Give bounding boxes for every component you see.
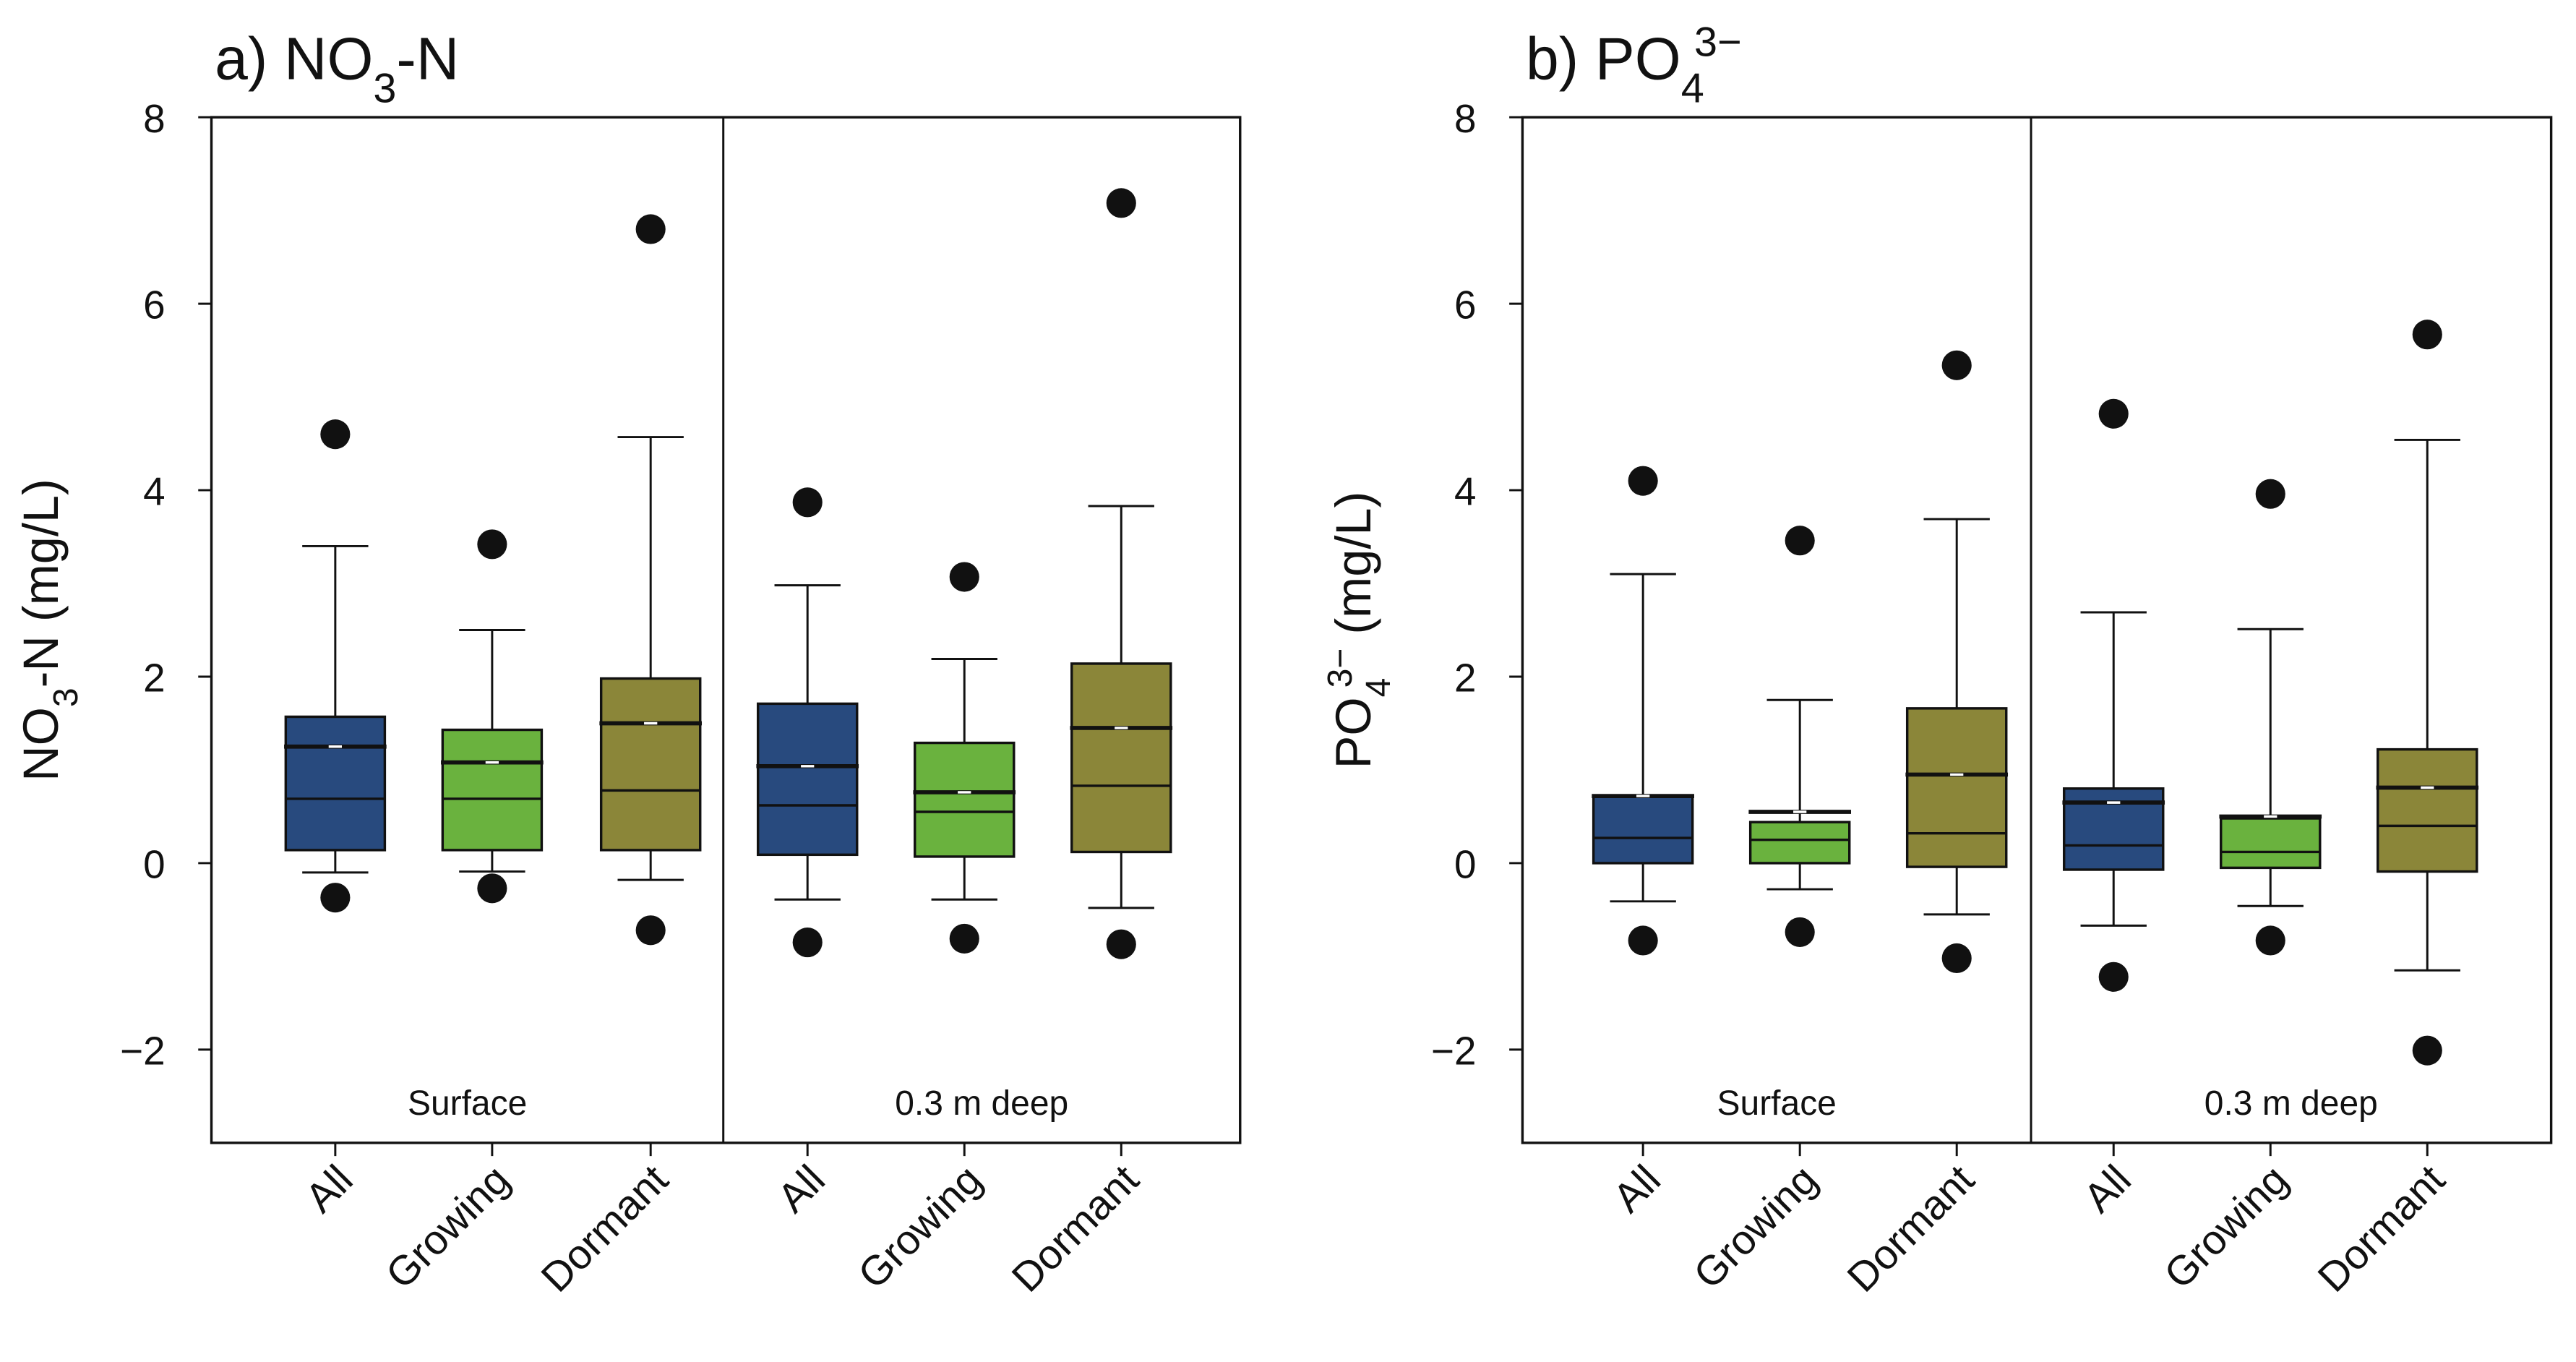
box-dormant-deep bbox=[2376, 320, 2479, 1066]
outlier-point bbox=[477, 873, 507, 904]
chart-title-main: a) NO bbox=[215, 27, 373, 93]
y-axis-label: PO43− (mg/L) bbox=[1321, 492, 1398, 769]
box-body bbox=[599, 677, 702, 852]
x-tick-label: Growing bbox=[377, 1157, 519, 1298]
y-tick-label: 8 bbox=[1454, 96, 1476, 141]
y-axis-label-subscript: 4 bbox=[1360, 678, 1398, 698]
box-body bbox=[2377, 748, 2478, 873]
box-growing-surface bbox=[441, 529, 544, 904]
box-growing-deep bbox=[913, 562, 1016, 954]
x-tick-label: Dormant bbox=[1839, 1157, 1983, 1301]
box-all-surface bbox=[284, 419, 387, 913]
chart-title: b) PO43− bbox=[1526, 20, 1742, 112]
box-dormant-deep bbox=[1070, 188, 1173, 959]
box-body bbox=[1592, 794, 1694, 865]
box-growing-deep bbox=[2219, 479, 2322, 956]
y-tick-label: 8 bbox=[143, 96, 165, 141]
x-tick-label: All bbox=[296, 1157, 361, 1222]
outlier-point bbox=[635, 915, 666, 946]
box-all-deep bbox=[2062, 398, 2165, 992]
y-tick-label: 0 bbox=[143, 842, 165, 887]
outlier-point bbox=[1941, 350, 1972, 380]
outlier-point bbox=[2255, 925, 2285, 956]
outlier-point bbox=[1106, 188, 1136, 218]
outlier-point bbox=[2255, 479, 2285, 509]
chart-title: a) NO3-N bbox=[215, 27, 459, 112]
y-tick-label: 2 bbox=[1454, 656, 1476, 701]
x-tick-label: All bbox=[1605, 1157, 1670, 1222]
y-tick-label: 0 bbox=[1454, 842, 1476, 887]
x-tick-label: Dormant bbox=[2309, 1157, 2454, 1301]
y-tick-label: 2 bbox=[143, 656, 165, 701]
outlier-point bbox=[2412, 320, 2442, 350]
y-axis-label-subscript: 3 bbox=[47, 688, 85, 707]
outlier-point bbox=[320, 883, 351, 913]
box-body bbox=[2220, 817, 2322, 870]
outlier-point bbox=[949, 923, 979, 954]
y-tick-label: 4 bbox=[1454, 469, 1476, 514]
x-tick-label: Growing bbox=[849, 1157, 991, 1298]
outlier-point bbox=[792, 487, 823, 518]
y-axis-label: NO3-N (mg/L) bbox=[13, 479, 85, 781]
outlier-point bbox=[635, 214, 666, 244]
outlier-point bbox=[320, 419, 351, 450]
x-tick-label: All bbox=[769, 1157, 834, 1222]
box-all-surface bbox=[1592, 466, 1694, 956]
box-body bbox=[1905, 707, 2008, 868]
outlier-point bbox=[477, 529, 507, 560]
y-tick-label: 6 bbox=[1454, 283, 1476, 327]
outlier-point bbox=[792, 928, 823, 958]
group-label: 0.3 m deep bbox=[2204, 1084, 2378, 1123]
box-all-deep bbox=[756, 487, 859, 958]
box-body bbox=[441, 728, 544, 852]
x-tick-label: Dormant bbox=[533, 1157, 677, 1301]
box-body bbox=[756, 702, 859, 857]
plot-frame bbox=[1521, 116, 2553, 1144]
outlier-point bbox=[949, 562, 979, 592]
outlier-point bbox=[1785, 526, 1815, 556]
group-label: Surface bbox=[1717, 1084, 1837, 1123]
y-tick-label: −2 bbox=[1431, 1028, 1477, 1073]
box-body bbox=[1070, 662, 1172, 854]
y-axis-label-suffix: -N (mg/L) bbox=[13, 479, 69, 688]
x-tick-label: All bbox=[2075, 1157, 2140, 1222]
box-dormant-surface bbox=[599, 214, 703, 946]
outlier-point bbox=[1628, 925, 1658, 956]
y-tick-label: 4 bbox=[143, 469, 165, 514]
outlier-point bbox=[1628, 466, 1658, 496]
box-body bbox=[913, 741, 1016, 858]
y-axis-label-superscript: 3− bbox=[1321, 648, 1360, 688]
outlier-point bbox=[2412, 1035, 2442, 1066]
outlier-point bbox=[1941, 943, 1972, 974]
box-dormant-surface bbox=[1905, 350, 2009, 974]
group-label: Surface bbox=[408, 1084, 527, 1123]
chart-title-subscript: 3 bbox=[373, 66, 396, 112]
x-tick-label: Growing bbox=[2155, 1157, 2297, 1298]
chart-title-main: b) PO bbox=[1526, 27, 1681, 93]
y-axis-label-main: NO bbox=[13, 707, 69, 781]
outlier-point bbox=[2098, 398, 2129, 429]
x-tick-label: Dormant bbox=[1003, 1157, 1148, 1301]
y-axis-label-suffix: (mg/L) bbox=[1326, 492, 1381, 648]
outlier-point bbox=[1785, 917, 1815, 947]
outlier-point bbox=[2098, 961, 2129, 992]
y-tick-label: 6 bbox=[143, 283, 165, 327]
outlier-point bbox=[1106, 929, 1136, 959]
box-growing-surface bbox=[1748, 526, 1852, 947]
box-body bbox=[1748, 821, 1851, 865]
chart-title-superscript: 3− bbox=[1694, 20, 1742, 66]
box-body bbox=[284, 715, 387, 852]
y-tick-label: −2 bbox=[120, 1028, 166, 1073]
chart-title-suffix: -N bbox=[396, 27, 459, 93]
y-axis-label-main: PO bbox=[1326, 697, 1381, 768]
x-tick-label: Growing bbox=[1685, 1157, 1826, 1298]
plot-frame bbox=[210, 116, 1242, 1144]
chart-title-subscript: 4 bbox=[1681, 66, 1704, 112]
group-label: 0.3 m deep bbox=[895, 1084, 1068, 1123]
